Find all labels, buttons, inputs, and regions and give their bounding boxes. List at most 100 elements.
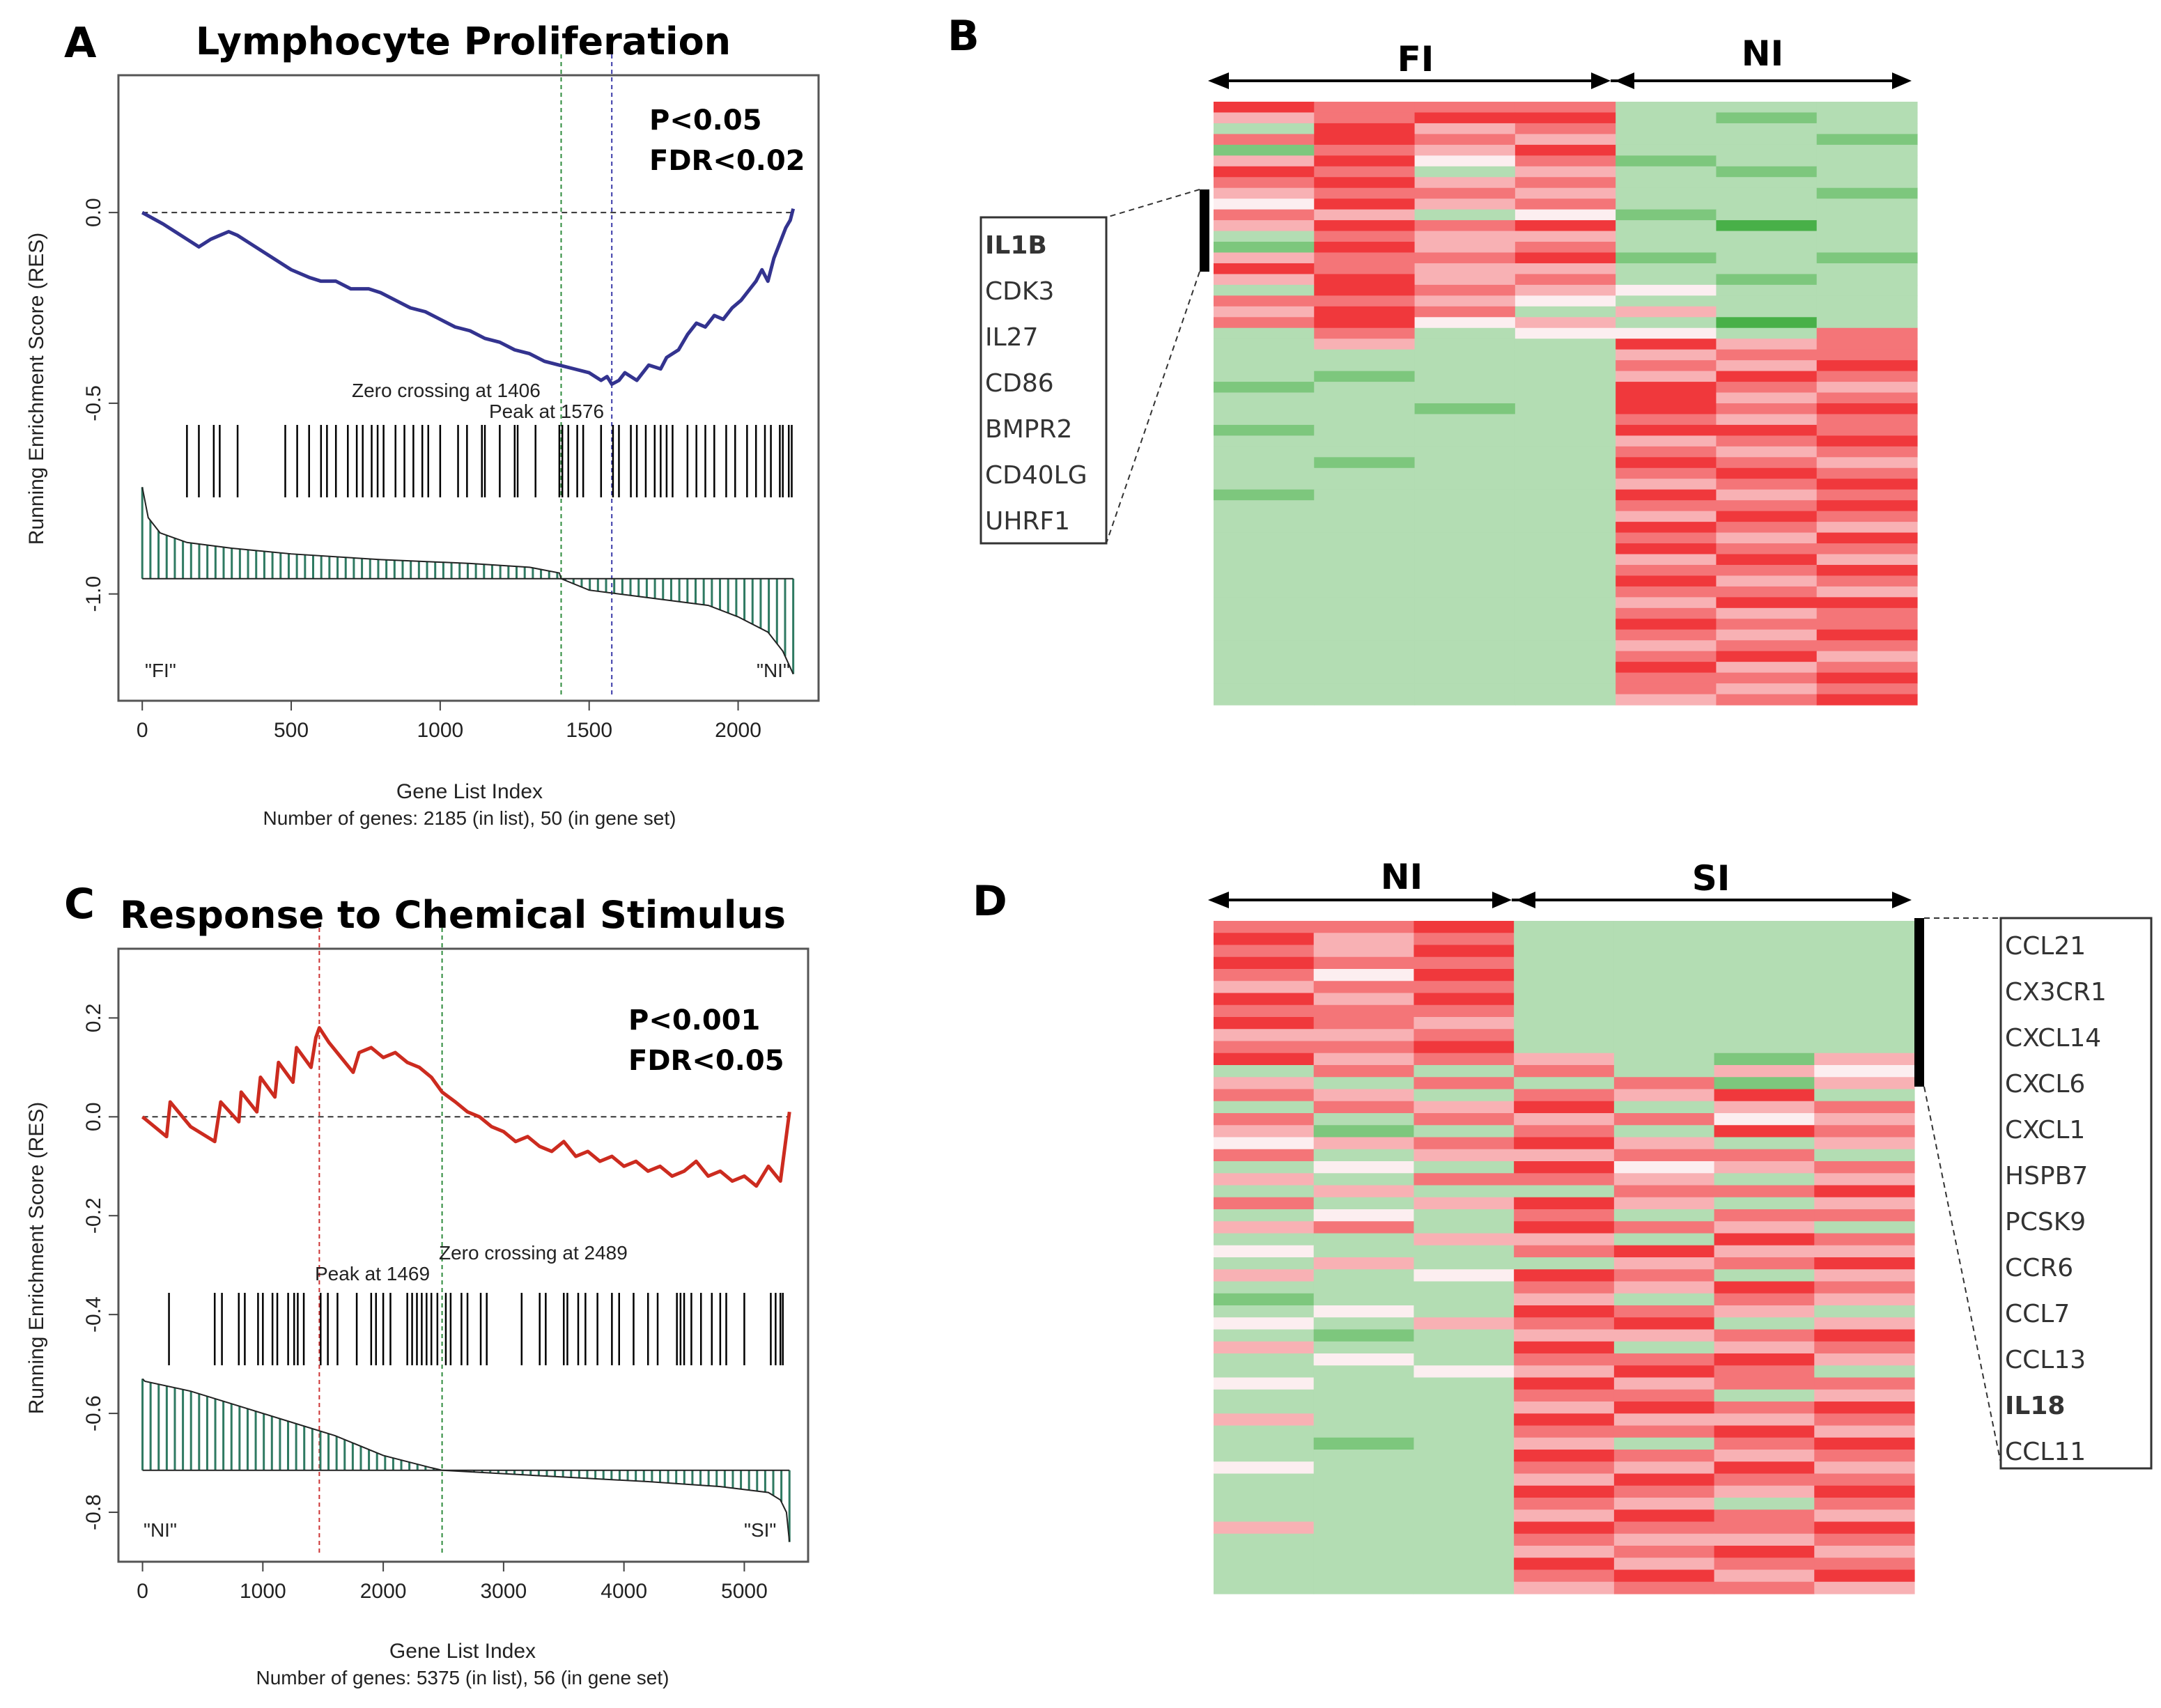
panel-b-heat-cell bbox=[1414, 155, 1516, 167]
panel-d-heat-cell bbox=[1413, 1257, 1515, 1270]
panel-d-heat-cell bbox=[1613, 1004, 1715, 1018]
panel-b-heat-cell bbox=[1414, 306, 1516, 318]
panel-d-heat-cell bbox=[1214, 1437, 1315, 1450]
panel-d-heat-cell bbox=[1814, 1233, 1915, 1246]
panel-d-heat-cell bbox=[1214, 1161, 1315, 1174]
panel-b-heat-cell bbox=[1816, 231, 1918, 242]
panel-b-heat-cell bbox=[1314, 102, 1416, 114]
panel-d-heat-cell bbox=[1413, 1293, 1515, 1306]
panel-d-heat-cell bbox=[1413, 1221, 1515, 1234]
panel-d-heat-cell bbox=[1214, 1004, 1315, 1018]
panel-c-xtick-label: 1000 bbox=[240, 1580, 286, 1603]
panel-b-heat-cell bbox=[1616, 274, 1717, 286]
panel-d-heat-cell bbox=[1714, 921, 1815, 933]
panel-d-heat-cell bbox=[1714, 933, 1815, 946]
panel-b-heat-cell bbox=[1414, 112, 1516, 124]
panel-b-heat-cell bbox=[1214, 629, 1315, 641]
panel-d-heat-cell bbox=[1413, 1149, 1515, 1162]
panel-d-heat-cell bbox=[1613, 1137, 1715, 1150]
panel-b-heat-cell bbox=[1314, 339, 1416, 350]
panel-d-heat-cell bbox=[1313, 1233, 1415, 1246]
panel-b-heat-cell bbox=[1515, 532, 1616, 544]
panel-d-group-left-label: NI bbox=[1381, 857, 1423, 897]
panel-b-heat-cell bbox=[1314, 177, 1416, 189]
panel-b-heat-cell bbox=[1616, 220, 1717, 232]
panel-d-heat-cell bbox=[1413, 993, 1515, 1006]
panel-b-heat-cell bbox=[1214, 619, 1315, 630]
panel-d-heat-cell bbox=[1313, 1065, 1415, 1078]
panel-d-heat-cell bbox=[1514, 1041, 1615, 1054]
panel-d-heat-cell bbox=[1313, 1533, 1415, 1546]
panel-b-heat-cell bbox=[1414, 392, 1516, 404]
panel-b-heat-cell bbox=[1716, 187, 1818, 199]
panel-d-heat-cell bbox=[1413, 933, 1515, 946]
panel-b: B FI NI IL1B CDK3 IL27 CD86 BMPR2 CD40LG UHRF1 bbox=[947, 12, 1918, 706]
panel-b-heat-cell bbox=[1515, 187, 1616, 199]
panel-d-heat-cell bbox=[1413, 1473, 1515, 1486]
panel-d-heat-cell bbox=[1214, 1173, 1315, 1186]
panel-a-xtick-label: 1500 bbox=[566, 719, 612, 742]
panel-b-heat-cell bbox=[1616, 694, 1717, 706]
panel-d-gene-label: CX3CR1 bbox=[2005, 978, 2107, 1007]
panel-d-heat-cell bbox=[1413, 1425, 1515, 1438]
panel-b-heat-cell bbox=[1816, 144, 1918, 156]
panel-b-heat-cell bbox=[1616, 252, 1717, 264]
panel-d-heat-cell bbox=[1613, 1101, 1715, 1114]
panel-b-heat-cell bbox=[1414, 339, 1516, 350]
panel-b-heat-cell bbox=[1314, 134, 1416, 146]
panel-a-y-axis-label: Running Enrichment Score (RES) bbox=[25, 233, 48, 545]
panel-d-heat-cell bbox=[1313, 945, 1415, 958]
panel-b-heat-cell bbox=[1214, 424, 1315, 436]
panel-d-heat-cell bbox=[1514, 1269, 1615, 1282]
panel-d-heat-cell bbox=[1514, 1004, 1615, 1018]
panel-b-heat-cell bbox=[1716, 424, 1818, 436]
panel-d-heat-cell bbox=[1714, 1521, 1815, 1535]
panel-d-heat-cell bbox=[1714, 1377, 1815, 1390]
panel-b-heat-cell bbox=[1515, 424, 1616, 436]
panel-b-heat-cell bbox=[1414, 479, 1516, 490]
panel-b-heat-cell bbox=[1515, 349, 1616, 361]
panel-b-heat-cell bbox=[1515, 500, 1616, 512]
panel-c-y-axis-label: Running Enrichment Score (RES) bbox=[25, 1102, 48, 1415]
panel-d-heat-cell bbox=[1514, 1389, 1615, 1402]
panel-b-heat-cell bbox=[1816, 511, 1918, 522]
panel-d-heat-cell bbox=[1214, 1413, 1315, 1427]
panel-d-heat-cell bbox=[1514, 1173, 1615, 1186]
panel-b-group-left-label: FI bbox=[1397, 39, 1434, 79]
panel-b-heat-cell bbox=[1314, 500, 1416, 512]
panel-b-heat-cell bbox=[1716, 467, 1818, 479]
panel-d-heat-cell bbox=[1313, 1305, 1415, 1318]
panel-d-heat-cell bbox=[1214, 1389, 1315, 1402]
panel-b-heat-cell bbox=[1515, 339, 1616, 350]
panel-b-heat-cell bbox=[1816, 112, 1918, 124]
panel-b-heat-cell bbox=[1314, 564, 1416, 577]
panel-d-heat-cell bbox=[1714, 1149, 1815, 1162]
panel-b-heat-cell bbox=[1616, 500, 1717, 512]
panel-d-heat-cell bbox=[1714, 1113, 1815, 1126]
panel-b-heat-cell bbox=[1314, 371, 1416, 382]
panel-b-heat-cell bbox=[1816, 187, 1918, 199]
panel-b-heat-cell bbox=[1716, 511, 1818, 522]
panel-b-heat-cell bbox=[1716, 586, 1818, 598]
panel-d-heat-cell bbox=[1413, 1485, 1515, 1498]
panel-c-ytick-label: -0.6 bbox=[82, 1395, 105, 1431]
panel-d-heat-cell bbox=[1214, 933, 1315, 946]
panel-d-heat-cell bbox=[1613, 1317, 1715, 1330]
panel-b-heat-cell bbox=[1716, 349, 1818, 361]
panel-d-heat-cell bbox=[1514, 1245, 1615, 1258]
panel-d-heat-cell bbox=[1714, 1077, 1815, 1090]
panel-b-heat-cell bbox=[1214, 360, 1315, 372]
panel-b-heat-cell bbox=[1616, 209, 1717, 221]
panel-b-heat-cell bbox=[1716, 543, 1818, 555]
panel-b-gene-label: IL27 bbox=[985, 323, 1038, 352]
panel-b-heat-cell bbox=[1816, 586, 1918, 598]
panel-d-heat-cell bbox=[1214, 1029, 1315, 1042]
panel-b-heat-cell bbox=[1314, 651, 1416, 662]
panel-b-heat-cell bbox=[1314, 424, 1416, 436]
panel-b-heat-cell bbox=[1816, 683, 1918, 695]
panel-d-heat-cell bbox=[1814, 1509, 1915, 1523]
panel-d-heat-cell bbox=[1514, 1450, 1615, 1462]
panel-b-heat-cell bbox=[1816, 274, 1918, 286]
panel-b-heat-cell bbox=[1515, 134, 1616, 146]
panel-d-heat-cell bbox=[1514, 1558, 1615, 1571]
